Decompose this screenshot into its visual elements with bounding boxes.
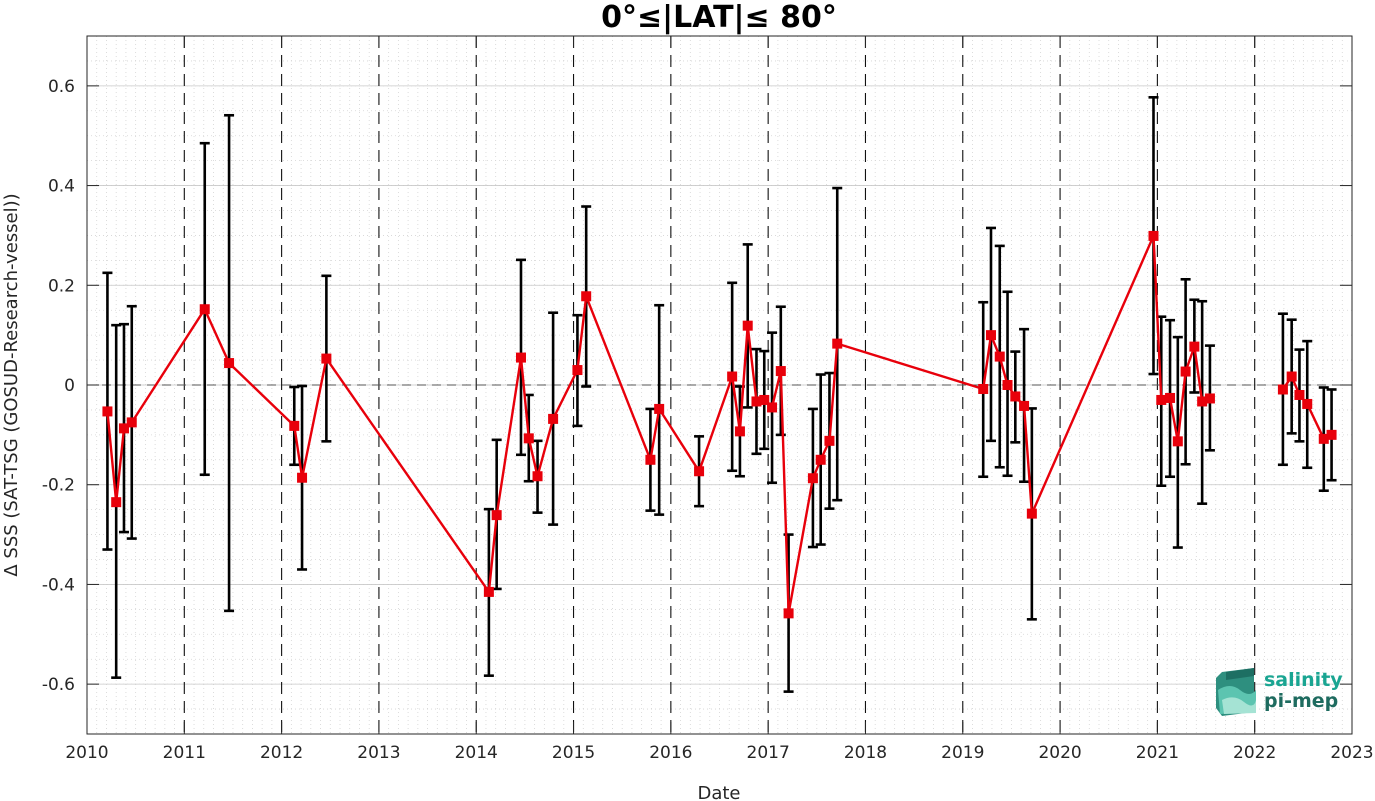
data-point-marker [1204, 393, 1215, 404]
data-point-marker [832, 338, 843, 349]
data-point-marker [807, 473, 818, 484]
data-point-marker [978, 383, 989, 394]
x-tick-label: 2013 [357, 743, 400, 763]
data-point-marker [824, 435, 835, 446]
data-point-marker [985, 330, 996, 341]
data-point-marker [734, 426, 745, 437]
data-point-marker [1302, 398, 1313, 409]
data-point-marker [548, 413, 559, 424]
data-point-marker [1180, 366, 1191, 377]
data-point-marker [126, 417, 137, 428]
data-point-marker [111, 497, 122, 508]
data-point-marker [1277, 384, 1288, 395]
data-point-marker [1165, 392, 1176, 403]
y-tick-label: 0.2 [48, 276, 75, 296]
x-tick-label: 2010 [65, 743, 108, 763]
y-tick-label: -0.2 [42, 476, 75, 496]
data-point-marker [1286, 371, 1297, 382]
data-point-marker [102, 406, 113, 417]
x-axis-label: Date [697, 783, 740, 801]
chart-title: 0°≤|LAT|≤ 80° [601, 0, 837, 35]
y-tick-label: 0.6 [48, 77, 75, 97]
x-tick-label: 2017 [747, 743, 790, 763]
x-tick-labels: 2010 2011 2012 2013 2014 2015 2016 2017 2018 2019… [65, 743, 1373, 763]
data-point-marker [1148, 230, 1159, 241]
data-point-marker [654, 403, 665, 414]
x-tick-label: 2014 [455, 743, 498, 763]
data-point-marker [759, 394, 770, 405]
y-tick-labels: -0.6 -0.4 -0.2 0 0.2 0.4 0.6 [42, 77, 75, 695]
data-point-marker [1019, 400, 1030, 411]
data-point-marker [1189, 341, 1200, 352]
data-point-marker [297, 472, 308, 483]
data-point-marker [581, 291, 592, 302]
x-tick-label: 2023 [1330, 743, 1373, 763]
data-point-marker [694, 466, 705, 477]
data-point-marker [224, 358, 235, 369]
data-point-marker [775, 366, 786, 377]
data-point-marker [491, 510, 502, 521]
x-tick-label: 2019 [941, 743, 984, 763]
data-point-marker [523, 433, 534, 444]
data-point-marker [645, 454, 656, 465]
data-point-marker [199, 304, 210, 315]
y-axis-label: Δ SSS (SAT-TSG (GOSUD-Research-vessel)) [1, 193, 22, 576]
wave-logo-icon [1216, 668, 1256, 716]
x-tick-label: 2016 [649, 743, 692, 763]
y-tick-label: -0.4 [42, 575, 75, 595]
logo-text-pi-mep: pi-mep [1264, 690, 1338, 712]
x-tick-label: 2020 [1038, 743, 1081, 763]
data-point-marker [1294, 389, 1305, 400]
series-markers [102, 230, 1337, 619]
data-point-marker [1326, 429, 1337, 440]
data-point-marker [994, 351, 1005, 362]
data-point-marker [767, 402, 778, 413]
data-point-marker [727, 371, 738, 382]
x-tick-label: 2021 [1136, 743, 1179, 763]
data-point-marker [783, 608, 794, 619]
data-point-marker [1002, 380, 1013, 390]
logo-text-salinity: salinity [1264, 669, 1343, 691]
x-tick-label: 2012 [260, 743, 303, 763]
x-tick-label: 2011 [163, 743, 206, 763]
x-tick-label: 2022 [1233, 743, 1276, 763]
x-tick-label: 2015 [552, 743, 595, 763]
data-point-marker [1172, 436, 1183, 447]
x-tick-label: 2018 [844, 743, 887, 763]
y-tick-label: 0 [64, 376, 75, 396]
data-point-marker [815, 454, 826, 465]
data-point-marker [532, 471, 543, 482]
data-point-marker [321, 353, 332, 364]
data-point-marker [289, 420, 300, 431]
y-tick-label: -0.6 [42, 675, 75, 695]
data-point-marker [1156, 394, 1167, 405]
salinity-pi-mep-logo: salinity pi-mep [1216, 668, 1343, 716]
data-point-marker [1010, 391, 1021, 402]
axis-ticks [86, 36, 1353, 734]
data-point-marker [515, 352, 526, 363]
y-tick-label: 0.4 [48, 177, 75, 197]
data-point-marker [742, 320, 753, 331]
data-point-marker [483, 586, 494, 597]
data-point-marker [572, 365, 583, 376]
data-point-marker [1026, 508, 1037, 519]
data-point-marker [118, 423, 129, 434]
